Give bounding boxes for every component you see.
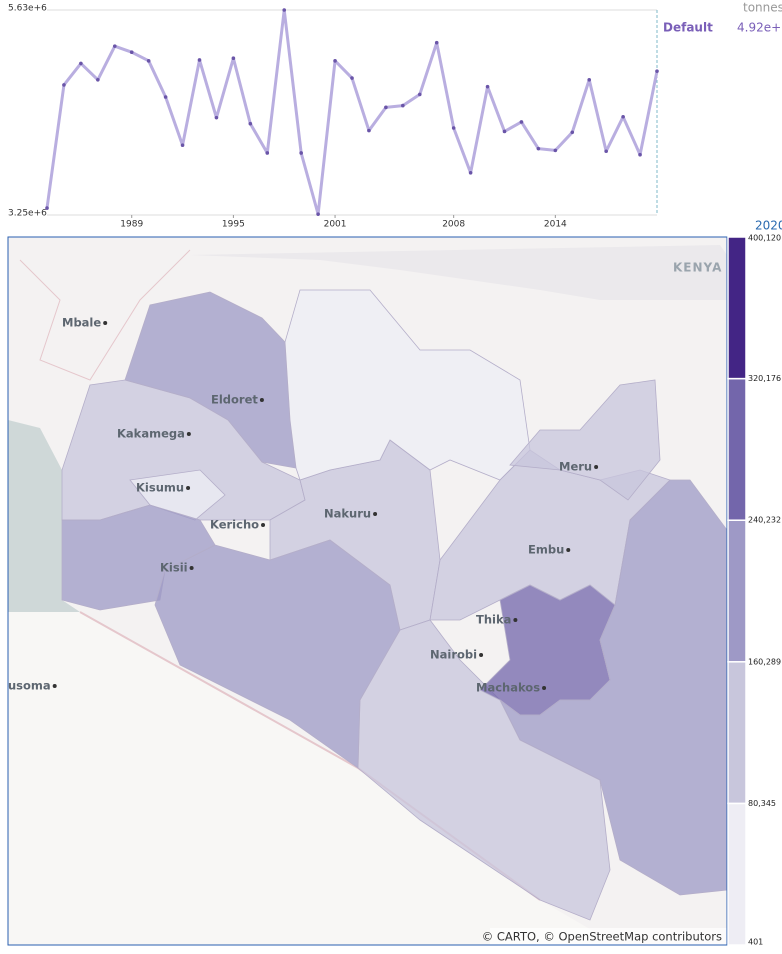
point	[180, 143, 185, 148]
place-label: Embu	[528, 543, 564, 557]
place-label: Nairobi	[430, 648, 477, 662]
place-dot	[373, 512, 378, 516]
attribution: © CARTO, © OpenStreetMap contributors	[482, 930, 722, 944]
point	[536, 146, 541, 151]
place-label: Meru	[559, 460, 592, 474]
point	[485, 84, 490, 89]
colorbar-label: 401	[748, 938, 763, 947]
point	[401, 103, 405, 108]
point	[333, 59, 337, 63]
place-dot	[186, 432, 191, 436]
x-tick-label: 2014	[544, 220, 567, 230]
colorbar-label: 320,176	[748, 374, 781, 383]
colorbar-segment	[727, 661, 747, 805]
colorbar-segment	[727, 236, 747, 380]
point	[553, 148, 558, 153]
point	[570, 130, 575, 135]
place-dot	[189, 566, 194, 570]
series-line	[45, 8, 659, 216]
place-label: Eldoret	[211, 393, 258, 407]
colorbar-segment	[727, 377, 747, 521]
place-dot	[261, 523, 266, 527]
place-label: usoma	[8, 679, 51, 693]
point	[316, 212, 320, 216]
colorbar-label: 80,345	[748, 799, 776, 808]
point	[587, 77, 592, 82]
place-label: Machakos	[476, 681, 540, 695]
x-tick-label: 1995	[222, 220, 245, 230]
point	[282, 8, 287, 12]
point	[214, 115, 219, 120]
point	[367, 128, 371, 133]
y-tick-label: 5.63e+6	[8, 4, 47, 14]
place-label: Kisumu	[136, 481, 184, 495]
legend-label: Default	[663, 21, 713, 35]
point	[112, 44, 117, 48]
point	[129, 50, 134, 55]
point	[434, 40, 439, 45]
region	[129, 469, 226, 521]
map-frame[interactable]	[7, 236, 728, 946]
point	[638, 152, 642, 157]
x-tick-label: 2001	[324, 220, 347, 230]
point	[384, 105, 388, 110]
place-label: Kericho	[210, 518, 259, 532]
land	[190, 245, 727, 300]
colorbar-segment	[727, 519, 747, 663]
point	[79, 61, 83, 66]
place-dot	[259, 398, 264, 402]
point	[62, 83, 66, 87]
point	[96, 77, 100, 82]
place-dot	[103, 321, 108, 325]
point	[604, 149, 608, 154]
point	[231, 56, 236, 61]
y-tick-label: 3.25e+6	[8, 209, 47, 219]
place-label: Nakuru	[324, 507, 371, 521]
readout-value: 4.92e+6	[737, 21, 782, 35]
colorbar-title: 2020	[755, 219, 782, 233]
point	[621, 115, 625, 119]
place-dot	[479, 653, 484, 657]
region	[499, 479, 728, 896]
point	[146, 59, 151, 63]
border	[19, 249, 191, 381]
place-dot	[594, 465, 599, 469]
point	[299, 151, 303, 155]
point	[502, 129, 507, 134]
point	[451, 126, 456, 130]
region	[509, 379, 661, 501]
place-dot	[186, 486, 191, 490]
place-label: KENYA	[673, 261, 722, 275]
colorbar-label: 240,232	[748, 516, 781, 525]
point	[197, 58, 202, 62]
colorbar-segment	[727, 802, 747, 946]
point	[519, 120, 524, 124]
point	[248, 121, 253, 126]
place-label: Kisii	[160, 561, 188, 575]
point	[468, 170, 473, 175]
colorbar-label: 160,289	[748, 657, 781, 666]
place-dot	[52, 684, 57, 688]
point	[655, 69, 659, 73]
place-label: Kakamega	[117, 427, 185, 441]
point	[265, 151, 270, 155]
place-label: Mbale	[62, 316, 101, 330]
point	[417, 92, 422, 97]
x-tick-label: 1989	[120, 220, 143, 230]
place-label: Thika	[476, 613, 511, 627]
place-dot	[566, 548, 571, 552]
place-dot	[542, 686, 547, 690]
colorbar-label: 400,120	[748, 234, 781, 243]
place-dot	[513, 618, 518, 622]
attribution-bg	[490, 928, 727, 945]
x-tick-label: 2008	[442, 220, 465, 230]
point	[45, 206, 49, 210]
unit-label: tonnes	[743, 1, 782, 15]
point	[350, 76, 354, 80]
point	[163, 95, 168, 99]
land	[8, 612, 600, 945]
